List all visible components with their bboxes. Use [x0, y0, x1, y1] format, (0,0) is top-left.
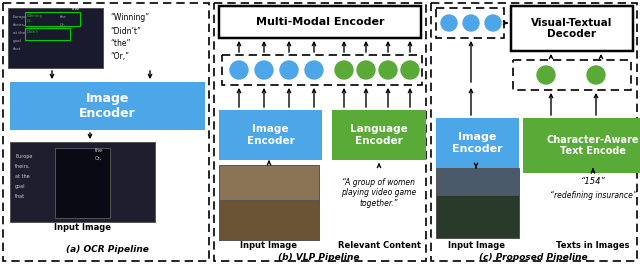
FancyBboxPatch shape [219, 6, 421, 38]
Circle shape [335, 61, 353, 79]
Bar [25, 28, 70, 40]
Bar [55, 148, 110, 218]
Bar [219, 165, 319, 240]
Text: Winning: Winning [27, 14, 43, 18]
Text: Visual-Textual
Decoder: Visual-Textual Decoder [531, 18, 612, 39]
Text: at the: at the [13, 31, 25, 35]
FancyBboxPatch shape [332, 110, 426, 160]
Bar [431, 3, 637, 261]
Text: Or,: Or, [60, 23, 67, 27]
Circle shape [463, 15, 479, 31]
Text: Europe: Europe [13, 15, 28, 19]
Text: “the”: “the” [110, 39, 131, 48]
Text: (b) VLP Pipeline: (b) VLP Pipeline [278, 253, 360, 263]
Bar [513, 60, 631, 90]
Text: Relevant Content: Relevant Content [337, 242, 420, 251]
Text: that: that [15, 194, 25, 199]
Circle shape [230, 61, 248, 79]
FancyBboxPatch shape [523, 118, 640, 173]
Text: Input Image: Input Image [241, 242, 298, 251]
Circle shape [485, 15, 501, 31]
Text: Language
Encoder: Language Encoder [350, 124, 408, 146]
Text: Input Image: Input Image [54, 223, 111, 232]
Bar [436, 195, 519, 238]
Bar [8, 8, 103, 68]
Text: “redefining insurance”: “redefining insurance” [550, 192, 636, 201]
Text: (a) OCR Pipeline: (a) OCR Pipeline [65, 246, 148, 255]
Circle shape [587, 66, 605, 84]
Circle shape [537, 66, 555, 84]
FancyBboxPatch shape [10, 82, 205, 130]
Text: Image
Encoder: Image Encoder [79, 92, 136, 120]
Text: the: the [95, 148, 103, 153]
Text: Europe: Europe [15, 154, 33, 159]
Text: goal: goal [13, 39, 22, 43]
Bar [222, 55, 422, 85]
Text: Input Image: Input Image [447, 242, 504, 251]
Text: Texts in Images: Texts in Images [556, 242, 630, 251]
Circle shape [379, 61, 397, 79]
FancyBboxPatch shape [511, 6, 633, 51]
Text: the: the [60, 15, 67, 19]
Text: Multi-Modal Encoder: Multi-Modal Encoder [256, 17, 384, 27]
Text: “Or,”: “Or,” [110, 52, 129, 61]
Circle shape [441, 15, 457, 31]
Text: “Didn’t”: “Didn’t” [110, 27, 141, 35]
Text: at the: at the [15, 174, 29, 179]
FancyBboxPatch shape [436, 118, 519, 168]
Circle shape [401, 61, 419, 79]
Circle shape [280, 61, 298, 79]
Text: Image
Encoder: Image Encoder [452, 132, 503, 154]
Bar [436, 8, 504, 38]
Text: Or,: Or, [27, 19, 33, 23]
FancyBboxPatch shape [219, 110, 322, 160]
Text: Or,: Or, [95, 156, 102, 161]
Text: Image
Encoder: Image Encoder [246, 124, 294, 146]
Text: Didn't: Didn't [27, 30, 39, 34]
Text: goal: goal [15, 184, 26, 189]
Text: “154”: “154” [580, 177, 605, 186]
Circle shape [357, 61, 375, 79]
Bar [10, 142, 155, 222]
Bar [436, 168, 519, 238]
Text: theirs,: theirs, [15, 164, 31, 169]
Circle shape [305, 61, 323, 79]
Bar [219, 200, 319, 240]
Text: Character-Aware
Text Encode: Character-Aware Text Encode [547, 135, 639, 156]
Bar [3, 3, 209, 261]
Circle shape [255, 61, 273, 79]
Text: “Winning”: “Winning” [110, 14, 149, 23]
Text: (c) Proposed Pipeline: (c) Proposed Pipeline [479, 253, 588, 263]
Text: theirs,: theirs, [13, 23, 26, 27]
Text: “A group of women
playing video game
together.”: “A group of women playing video game tog… [341, 178, 417, 208]
Text: the: the [72, 6, 80, 11]
Bar [25, 12, 80, 26]
Bar [214, 3, 426, 261]
Text: that: that [13, 47, 21, 51]
